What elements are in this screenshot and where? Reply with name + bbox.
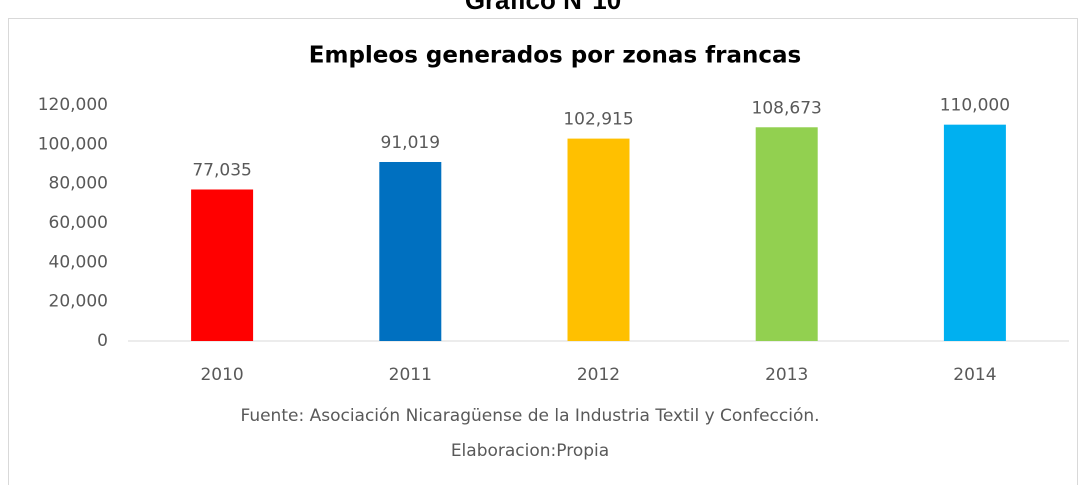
y-tick-label: 20,000 [49,292,108,312]
y-tick-label: 100,000 [38,134,108,154]
source-line: Elaboracion:Propia [451,441,609,461]
bar [755,127,818,342]
source-line: Fuente: Asociación Nicaragüense de la In… [240,406,819,426]
data-label: 91,019 [381,133,440,153]
data-label: 108,673 [752,98,822,118]
x-tick-label: 2011 [389,365,432,385]
bar [943,124,1006,342]
data-label: 77,035 [192,160,251,180]
bar [567,138,630,341]
bar [191,189,254,341]
chart-border [8,18,1078,485]
data-label: 110,000 [940,96,1010,116]
y-tick-label: 60,000 [49,213,108,233]
chart-title: Empleos generados por zonas francas [309,43,801,69]
data-label: 102,915 [563,110,633,130]
x-tick-label: 2010 [200,365,243,385]
x-tick-label: 2012 [577,365,620,385]
y-tick-label: 40,000 [49,252,108,272]
y-tick-label: 0 [97,331,108,351]
heading: Gráfico N°10 [465,0,621,15]
bar [379,161,442,341]
x-tick-label: 2013 [765,365,808,385]
y-tick-label: 80,000 [49,174,108,194]
y-tick-label: 120,000 [38,95,108,115]
x-tick-label: 2014 [953,365,996,385]
